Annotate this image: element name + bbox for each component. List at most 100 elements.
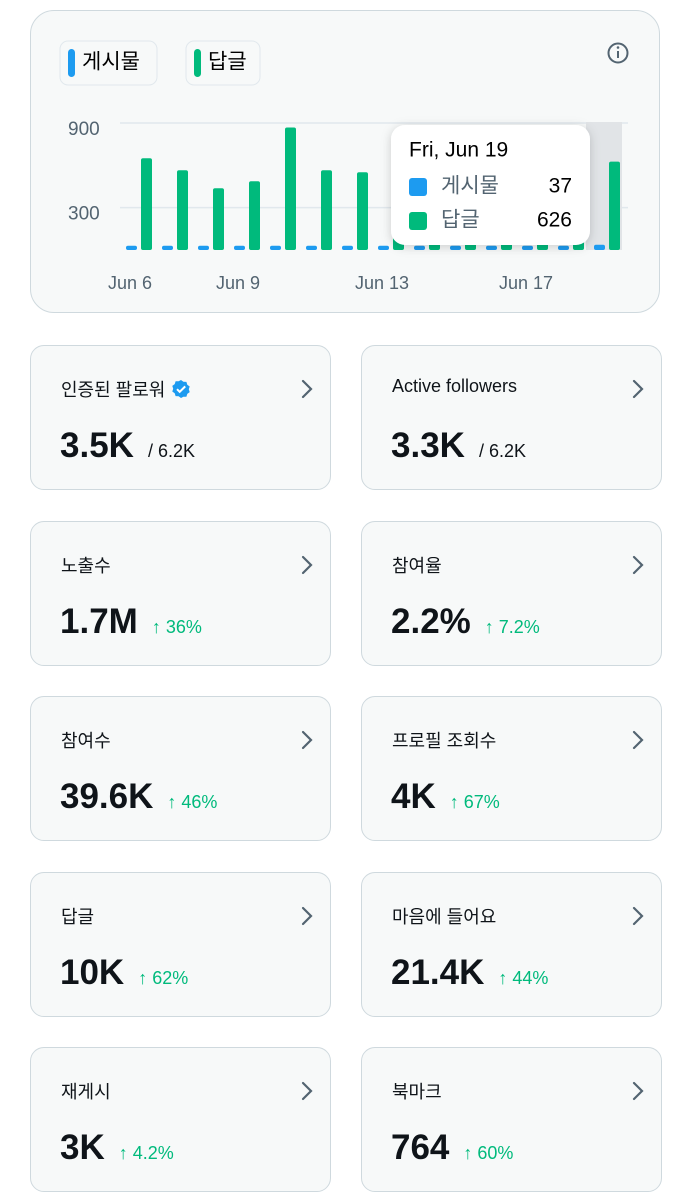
metric-change: ↑ 67% [449, 792, 500, 812]
metric-card[interactable]: 참여수 39.6K ↑ 46% [30, 696, 331, 841]
bar [249, 181, 260, 250]
metric-label-row: 참여수 [61, 727, 111, 753]
chevron [301, 555, 313, 574]
metric-card[interactable]: 프로필 조회수 4K ↑ 67% [361, 696, 662, 841]
bar [321, 170, 332, 250]
metric-value: 21.4K [391, 952, 485, 992]
tooltip [391, 125, 590, 245]
info-icon[interactable] [607, 42, 629, 64]
metric-value: 10K [60, 952, 125, 992]
bar [342, 245, 353, 250]
metric-card[interactable]: 재게시 3K ↑ 4.2% [30, 1047, 331, 1192]
chevron [301, 906, 313, 925]
metric-value-row: 4K ↑ 67% [391, 777, 500, 817]
metric-value: 764 [391, 1128, 450, 1167]
metric-value-row: 10K ↑ 62% [60, 953, 188, 993]
metric-value: 2.2% [391, 601, 471, 641]
metric-value: 3K [60, 1128, 105, 1167]
metric-card[interactable]: 마음에 들어요 21.4K ↑ 44% [361, 871, 662, 1017]
metric-change: ↑ 62% [138, 967, 189, 988]
bar [522, 245, 533, 250]
legend-button [59, 40, 158, 86]
metric-label-row: 북마크 [392, 1078, 442, 1104]
bar [177, 170, 188, 250]
metric-change: ↑ 7.2% [484, 616, 540, 637]
metric-card[interactable]: 답글 10K ↑ 62% [30, 871, 331, 1017]
verified-badge [172, 380, 191, 398]
y-tick-label: 900 [68, 119, 100, 140]
metric-value-row: 3K ↑ 4.2% [60, 1128, 174, 1168]
metric-label: 노출수 [61, 555, 111, 576]
metric-value-row: 39.6K ↑ 46% [60, 777, 217, 817]
metric-label-row: Active followers [392, 376, 517, 397]
metric-value: 39.6K [60, 777, 154, 816]
metric-value-row: 3.3K / 6.2K [391, 426, 526, 466]
bar [450, 245, 461, 250]
metric-card[interactable]: 인증된 팔로워 3.5K / 6.2K [30, 345, 331, 490]
legend-item[interactable]: 게시물 [59, 40, 158, 86]
metric-value-row: 2.2% ↑ 7.2% [391, 602, 540, 642]
x-tick-label: Jun 6 [108, 273, 152, 293]
metric-change: ↑ 46% [167, 792, 218, 812]
metric-card[interactable]: 북마크 764 ↑ 60% [361, 1047, 662, 1192]
metric-label: 마음에 들어요 [392, 906, 497, 927]
x-tick-label: Jun 17 [499, 273, 553, 293]
tooltip-title: Fri, Jun 19 [409, 139, 508, 162]
bar [594, 244, 605, 250]
bar [198, 245, 209, 250]
chevron [632, 906, 644, 925]
metric-value: 3.5K [60, 426, 134, 465]
legend-button [185, 40, 261, 86]
bar [141, 158, 152, 250]
bar [378, 245, 389, 250]
bar [213, 188, 224, 250]
tooltip-swatch [409, 212, 427, 230]
bar [486, 245, 497, 250]
metric-change: ↑ 4.2% [118, 1143, 174, 1163]
bar [558, 245, 569, 250]
metric-label: 참여수 [61, 731, 111, 751]
tooltip-swatch [409, 178, 427, 196]
chevron [301, 730, 313, 750]
legend-item[interactable]: 답글 [185, 40, 261, 86]
chevron [301, 379, 313, 399]
metric-value-row: 3.5K / 6.2K [60, 426, 195, 466]
metric-change: ↑ 36% [151, 616, 202, 637]
metric-label-row: 인증된 팔로워 [61, 376, 191, 402]
metric-label: 참여율 [392, 555, 442, 576]
bar [162, 245, 173, 250]
metric-label-row: 참여율 [392, 552, 442, 578]
legend-label: 게시물 [82, 51, 140, 74]
tooltip-series: 게시물 [441, 175, 499, 198]
bar [270, 245, 281, 250]
x-tick-label: Jun 9 [216, 273, 260, 293]
tooltip-series: 답글 [441, 209, 480, 232]
metric-label: 답글 [61, 906, 95, 927]
metric-card[interactable]: Active followers 3.3K / 6.2K [361, 345, 662, 490]
x-tick-label: Jun 13 [355, 273, 409, 293]
bar [609, 161, 620, 250]
chevron [632, 730, 644, 750]
metric-change: ↑ 60% [463, 1143, 514, 1163]
metric-label: 프로필 조회수 [392, 731, 497, 751]
metric-label-row: 재게시 [61, 1078, 111, 1104]
bar [357, 172, 368, 250]
metric-total: / 6.2K [478, 441, 526, 461]
metric-value: 3.3K [391, 426, 465, 465]
metric-label: 북마크 [392, 1082, 442, 1102]
info-icon-dot [616, 46, 620, 49]
metric-card[interactable]: 참여율 2.2% ↑ 7.2% [361, 520, 662, 666]
metric-label: Active followers [392, 376, 518, 396]
metric-label-row: 노출수 [61, 552, 111, 578]
legend-swatch [194, 49, 201, 77]
y-tick-label: 300 [68, 204, 100, 225]
metric-change: ↑ 44% [498, 967, 549, 988]
metric-label-row: 마음에 들어요 [392, 903, 496, 929]
metric-card[interactable]: 노출수 1.7M ↑ 36% [30, 520, 331, 666]
legend-swatch [68, 49, 75, 77]
legend-label: 답글 [208, 51, 247, 74]
metric-label: 재게시 [61, 1082, 111, 1102]
bar [414, 245, 425, 250]
